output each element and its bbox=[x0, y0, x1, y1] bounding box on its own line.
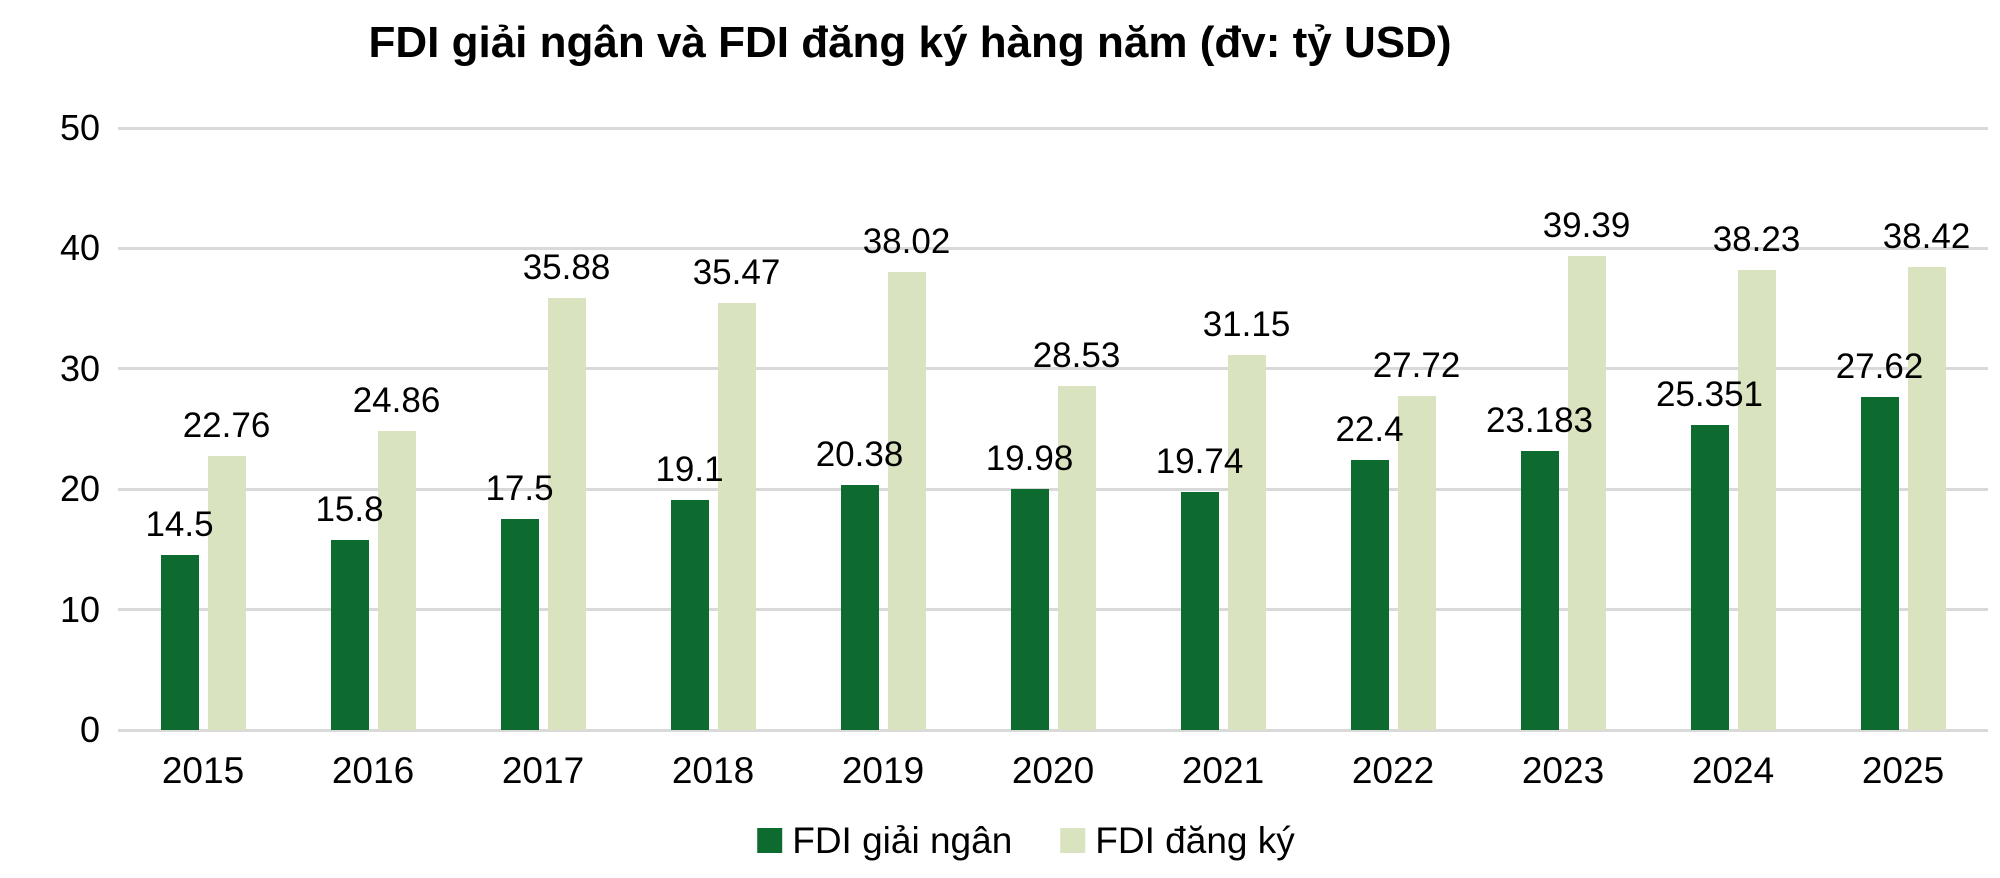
gridline-50 bbox=[118, 126, 1988, 130]
gridline-30 bbox=[118, 367, 1988, 371]
x-tick-label-2025: 2025 bbox=[1861, 750, 1945, 791]
bar-giai-ngan-2017 bbox=[500, 519, 539, 730]
bar-dang-ky-2019 bbox=[887, 272, 926, 730]
value-label-dang-ky-2025: 38.42 bbox=[1882, 217, 1971, 257]
legend-swatch-dang-ky bbox=[1060, 828, 1086, 853]
value-label-giai-ngan-2021: 19.74 bbox=[1155, 442, 1244, 482]
value-label-dang-ky-2016: 24.86 bbox=[352, 380, 441, 420]
value-label-dang-ky-2023: 39.39 bbox=[1542, 205, 1631, 245]
bar-giai-ngan-2015 bbox=[160, 555, 199, 730]
legend-item-dang-ky: FDI đăng ký bbox=[1060, 820, 1295, 861]
value-label-giai-ngan-2020: 19.98 bbox=[985, 439, 1074, 479]
gridline-10 bbox=[118, 608, 1988, 612]
bar-dang-ky-2021 bbox=[1227, 354, 1266, 730]
gridline-40 bbox=[118, 246, 1988, 250]
bar-dang-ky-2015 bbox=[207, 455, 246, 730]
x-tick-label-2017: 2017 bbox=[501, 750, 585, 791]
y-tick-label-40: 40 bbox=[59, 227, 100, 269]
value-label-giai-ngan-2016: 15.8 bbox=[315, 489, 384, 529]
value-label-giai-ngan-2023: 23.183 bbox=[1485, 400, 1594, 440]
value-label-dang-ky-2015: 22.76 bbox=[182, 405, 271, 445]
bar-dang-ky-2020 bbox=[1057, 386, 1096, 730]
gridline-20 bbox=[118, 487, 1988, 491]
legend-label-giai-ngan: FDI giải ngân bbox=[792, 820, 1013, 861]
value-label-dang-ky-2024: 38.23 bbox=[1712, 219, 1801, 259]
x-tick-label-2022: 2022 bbox=[1351, 750, 1435, 791]
value-label-dang-ky-2020: 28.53 bbox=[1032, 336, 1121, 376]
bar-giai-ngan-2019 bbox=[840, 484, 879, 730]
bar-giai-ngan-2025 bbox=[1860, 397, 1899, 730]
bar-giai-ngan-2023 bbox=[1520, 450, 1559, 730]
x-tick-label-2023: 2023 bbox=[1521, 750, 1605, 791]
bar-giai-ngan-2018 bbox=[670, 500, 709, 730]
value-label-giai-ngan-2017: 17.5 bbox=[485, 469, 554, 509]
value-label-giai-ngan-2024: 25.351 bbox=[1655, 374, 1764, 414]
bar-dang-ky-2018 bbox=[717, 302, 756, 730]
bar-dang-ky-2016 bbox=[377, 430, 416, 730]
value-label-dang-ky-2022: 27.72 bbox=[1372, 346, 1461, 386]
legend-swatch-giai-ngan bbox=[757, 828, 783, 853]
bar-dang-ky-2023 bbox=[1567, 255, 1606, 730]
x-tick-label-2021: 2021 bbox=[1181, 750, 1265, 791]
bar-giai-ngan-2021 bbox=[1180, 492, 1219, 730]
legend-label-dang-ky: FDI đăng ký bbox=[1095, 820, 1295, 861]
legend-item-giai-ngan: FDI giải ngân bbox=[757, 822, 1012, 859]
bar-giai-ngan-2016 bbox=[330, 539, 369, 730]
value-label-giai-ngan-2015: 14.5 bbox=[145, 505, 214, 545]
value-label-giai-ngan-2025: 27.62 bbox=[1835, 347, 1924, 387]
bar-dang-ky-2025 bbox=[1907, 267, 1946, 730]
bar-giai-ngan-2024 bbox=[1690, 424, 1729, 730]
chart-title: FDI giải ngân và FDI đăng ký hàng năm (đ… bbox=[368, 18, 1452, 67]
value-label-dang-ky-2018: 35.47 bbox=[692, 252, 781, 292]
x-tick-label-2016: 2016 bbox=[331, 750, 415, 791]
value-label-giai-ngan-2022: 22.4 bbox=[1335, 410, 1404, 450]
value-label-dang-ky-2021: 31.15 bbox=[1202, 304, 1291, 344]
value-label-dang-ky-2017: 35.88 bbox=[522, 248, 611, 287]
x-tick-label-2020: 2020 bbox=[1011, 750, 1095, 791]
bar-dang-ky-2024 bbox=[1737, 269, 1776, 730]
value-label-dang-ky-2019: 38.02 bbox=[862, 222, 951, 262]
value-label-giai-ngan-2018: 19.1 bbox=[655, 450, 724, 490]
bar-dang-ky-2022 bbox=[1397, 396, 1436, 730]
y-tick-label-10: 10 bbox=[59, 588, 100, 630]
x-tick-label-2015: 2015 bbox=[161, 750, 245, 791]
gridline-0 bbox=[118, 728, 1988, 732]
legend: FDI giải ngân FDI đăng ký bbox=[757, 822, 1295, 859]
y-tick-label-0: 0 bbox=[79, 709, 100, 750]
bar-giai-ngan-2022 bbox=[1350, 460, 1389, 730]
bar-giai-ngan-2020 bbox=[1010, 489, 1049, 730]
y-tick-label-30: 30 bbox=[59, 347, 100, 389]
y-tick-label-50: 50 bbox=[59, 107, 100, 148]
y-tick-label-20: 20 bbox=[59, 468, 100, 510]
x-tick-label-2018: 2018 bbox=[671, 750, 755, 791]
x-tick-label-2024: 2024 bbox=[1691, 750, 1775, 791]
x-tick-label-2019: 2019 bbox=[841, 750, 925, 791]
bar-dang-ky-2017 bbox=[547, 298, 586, 730]
value-label-giai-ngan-2019: 20.38 bbox=[815, 434, 904, 474]
